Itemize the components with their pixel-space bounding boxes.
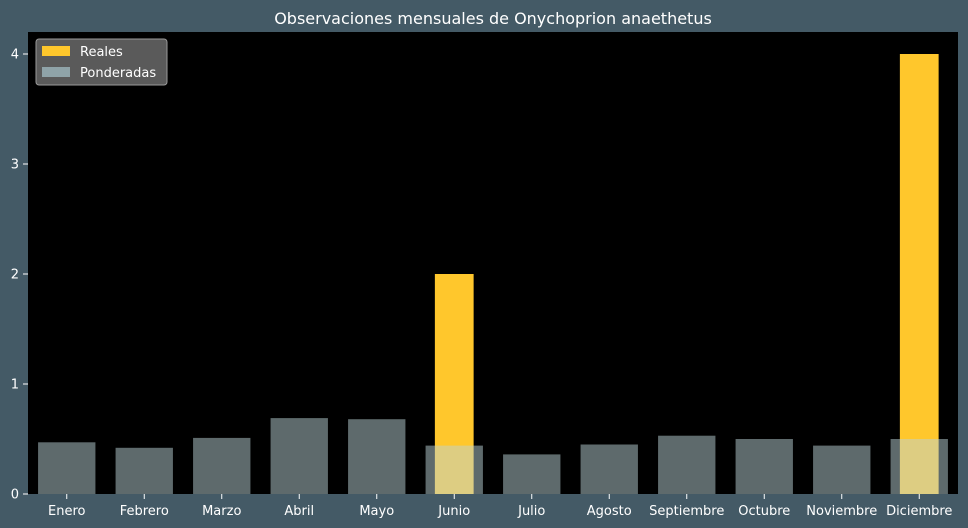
y-tick-label: 1 <box>11 378 19 393</box>
y-tick-label: 0 <box>11 488 19 503</box>
legend-label-ponderadas: Ponderadas <box>80 66 156 81</box>
x-tick-label: Mayo <box>359 504 394 519</box>
legend: Reales Ponderadas <box>35 38 168 86</box>
axes-layer: 0 1 2 3 4 Enero Febrero Marzo Abril Mayo Junio Juli… <box>11 48 953 520</box>
bar-reales-diciembre <box>899 54 939 494</box>
bar-ponderadas-octubre <box>735 439 793 494</box>
x-tick-label: Junio <box>437 504 470 519</box>
bar-ponderadas-septiembre <box>658 435 716 494</box>
bar-ponderadas-agosto <box>580 444 638 494</box>
x-tick-label: Octubre <box>738 504 790 519</box>
x-tick-label: Abril <box>284 504 314 519</box>
bar-ponderadas-enero <box>38 442 96 494</box>
x-tick-label: Enero <box>48 504 86 519</box>
legend-swatch-reales <box>42 46 70 56</box>
x-tick-label: Septiembre <box>649 504 724 519</box>
bar-ponderadas-febrero <box>115 447 173 494</box>
x-tick-label: Febrero <box>120 504 169 519</box>
bars-layer <box>38 54 948 494</box>
plot-area <box>28 32 958 494</box>
x-tick-label: Noviembre <box>806 504 877 519</box>
bar-ponderadas-junio <box>425 445 483 494</box>
x-tick-label: Agosto <box>587 504 632 519</box>
bar-ponderadas-mayo <box>348 419 406 494</box>
chart-title: Observaciones mensuales de Onychoprion a… <box>274 9 712 28</box>
legend-swatch-ponderadas <box>42 67 70 77</box>
bar-ponderadas-marzo <box>193 437 251 494</box>
bar-ponderadas-abril <box>270 418 328 494</box>
x-tick-label: Marzo <box>202 504 241 519</box>
x-tick-label: Julio <box>517 504 545 519</box>
x-tick-label: Diciembre <box>886 504 952 519</box>
y-tick-label: 3 <box>11 158 19 173</box>
bar-ponderadas-noviembre <box>813 445 871 494</box>
bar-ponderadas-julio <box>503 454 561 494</box>
y-tick-label: 4 <box>11 48 19 63</box>
legend-label-reales: Reales <box>80 45 123 60</box>
bar-ponderadas-diciembre <box>890 439 948 494</box>
y-tick-label: 2 <box>11 268 19 283</box>
